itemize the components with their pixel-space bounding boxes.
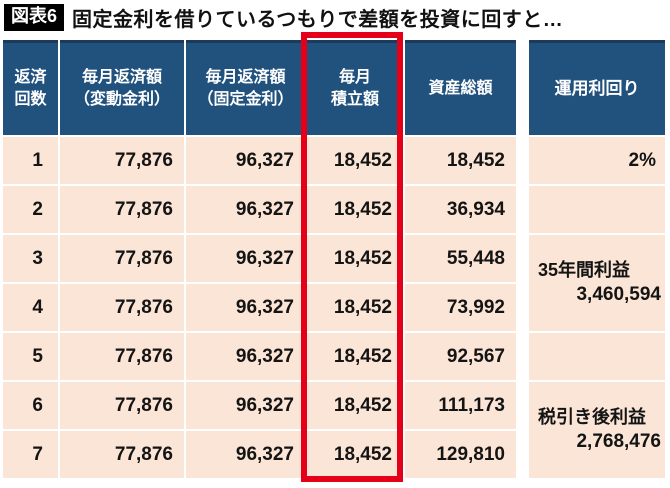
- cell-fixed: 96,327: [186, 333, 305, 380]
- cell-reserve: 18,452: [307, 333, 403, 380]
- header-line: （固定金利）: [197, 91, 294, 108]
- cell-assets: 73,992: [405, 284, 516, 331]
- cell-reserve: 18,452: [307, 382, 403, 429]
- header-line: 積立額: [330, 91, 379, 108]
- cell-variable: 77,876: [60, 382, 184, 429]
- header-line: 毎月: [338, 69, 371, 87]
- cell-fixed: 96,327: [186, 284, 305, 331]
- cell-assets: 36,934: [405, 186, 516, 233]
- figure-title: 固定金利を借りているつもりで差額を投資に回すと…: [72, 9, 564, 31]
- profit-35y-label: 35年間利益: [538, 260, 631, 281]
- cell-count: 1: [3, 137, 58, 184]
- cell-reserve: 18,452: [307, 431, 403, 478]
- cell-reserve: 18,452: [307, 284, 403, 331]
- cell-variable: 77,876: [60, 284, 184, 331]
- cell-count: 7: [3, 431, 58, 478]
- cell-variable: 77,876: [60, 235, 184, 282]
- cell-assets: 55,448: [405, 235, 516, 282]
- header-line: 回数: [14, 91, 47, 108]
- cell-fixed: 96,327: [186, 431, 305, 478]
- cell-count: 6: [3, 382, 58, 429]
- cell-count: 5: [3, 333, 58, 380]
- after-tax-value: 2,768,476: [576, 431, 661, 453]
- cell-reserve: 18,452: [307, 235, 403, 282]
- cell-variable: 77,876: [60, 137, 184, 184]
- header-monthly-reserve: 毎月 積立額: [307, 40, 403, 135]
- header-yield: 運用利回り: [529, 40, 665, 135]
- cell-fixed: 96,327: [186, 235, 305, 282]
- header-line: 資産総額: [428, 80, 493, 98]
- cell-variable: 77,876: [60, 186, 184, 233]
- cell-variable: 77,876: [60, 431, 184, 478]
- cell-count: 3: [3, 235, 58, 282]
- cell-reserve: 18,452: [307, 137, 403, 184]
- header-line: 返済: [14, 69, 47, 87]
- yield-column: 運用利回り 2% 35年間利益 3,460,594 税引き後利益 2,768,4…: [529, 40, 665, 478]
- after-tax-cell: 税引き後利益 2,768,476: [529, 382, 665, 478]
- profit-35y-cell: 35年間利益 3,460,594: [529, 235, 665, 331]
- cell-fixed: 96,327: [186, 382, 305, 429]
- cell-fixed: 96,327: [186, 186, 305, 233]
- cell-assets: 111,173: [405, 382, 516, 429]
- header-repayment-count: 返済 回数: [3, 40, 58, 135]
- profit-35y-value: 3,460,594: [576, 284, 661, 306]
- cell-fixed: 96,327: [186, 137, 305, 184]
- cell-reserve: 18,452: [307, 186, 403, 233]
- figure-tag: 図表6: [4, 4, 65, 31]
- main-table: 返済 回数 毎月返済額 （変動金利） 毎月返済額 （固定金利） 毎月 積立額 資…: [3, 40, 516, 478]
- tables-wrapper: 返済 回数 毎月返済額 （変動金利） 毎月返済額 （固定金利） 毎月 積立額 資…: [3, 40, 665, 478]
- title-bar: 図表6 固定金利を借りているつもりで差額を投資に回すと…: [4, 3, 563, 32]
- cell-count: 4: [3, 284, 58, 331]
- header-line: 毎月返済額: [81, 69, 162, 87]
- yield-empty-cell: [529, 333, 665, 380]
- cell-assets: 129,810: [405, 431, 516, 478]
- yield-rate-cell: 2%: [529, 137, 665, 184]
- header-line: 運用利回り: [554, 78, 640, 98]
- cell-variable: 77,876: [60, 333, 184, 380]
- header-monthly-payment-variable: 毎月返済額 （変動金利）: [60, 40, 184, 135]
- cell-assets: 92,567: [405, 333, 516, 380]
- header-line: （変動金利）: [73, 91, 170, 108]
- cell-assets: 18,452: [405, 137, 516, 184]
- after-tax-label: 税引き後利益: [538, 407, 646, 428]
- header-monthly-payment-fixed: 毎月返済額 （固定金利）: [186, 40, 305, 135]
- header-total-assets: 資産総額: [405, 40, 516, 135]
- yield-empty-cell: [529, 186, 665, 233]
- header-line: 毎月返済額: [205, 69, 286, 87]
- cell-count: 2: [3, 186, 58, 233]
